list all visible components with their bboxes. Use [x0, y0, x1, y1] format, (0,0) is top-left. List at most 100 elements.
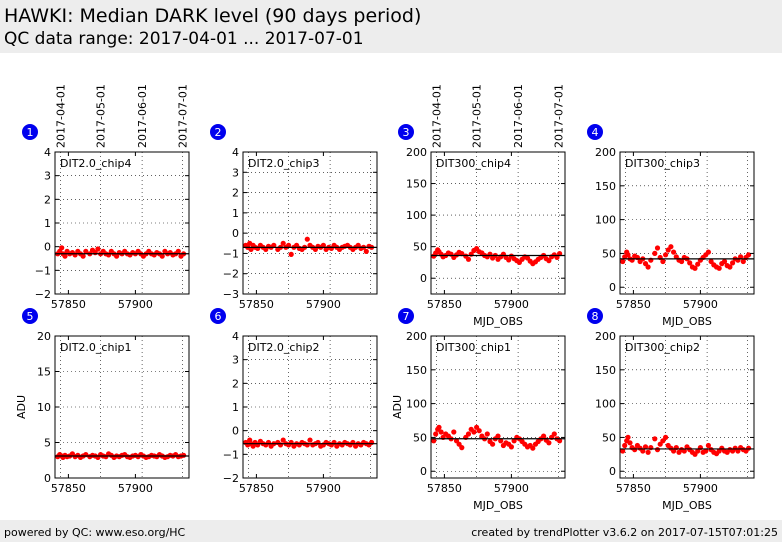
y-axis-label: ADU [15, 395, 28, 419]
data-point [280, 437, 286, 443]
data-point [632, 447, 638, 453]
y-tick-label: −2 [223, 268, 239, 281]
panel-number-badge[interactable] [210, 308, 226, 324]
data-point [465, 431, 472, 437]
panel-number: 8 [592, 310, 599, 323]
y-tick-label: 2 [44, 193, 51, 206]
y-axis-label: ADU [391, 395, 404, 419]
y-tick-label: 4 [232, 146, 239, 159]
data-point [476, 428, 482, 434]
y-tick-label: 20 [37, 330, 51, 343]
panel-number-badge[interactable] [398, 308, 414, 324]
data-point [438, 429, 444, 435]
panel-number-badge[interactable] [587, 308, 603, 324]
data-point [433, 431, 439, 437]
x-tick-label: 57900 [118, 482, 153, 495]
date-tick-label: 2017-04-01 [430, 84, 443, 148]
data-point [660, 258, 666, 265]
date-tick-label: 2017-04-01 [54, 84, 67, 148]
x-tick-label: 57850 [51, 298, 86, 311]
y-tick-label: 150 [406, 364, 427, 377]
data-point [746, 252, 752, 258]
panel-label: DIT2.0_chip2 [248, 341, 319, 354]
data-point [652, 436, 658, 442]
data-point [721, 258, 728, 265]
panel-number-badge[interactable] [398, 124, 414, 140]
panel-number: 5 [27, 310, 34, 323]
data-point [277, 442, 284, 448]
y-tick-label: 100 [406, 209, 427, 222]
data-point [304, 442, 310, 448]
y-tick-label: 0 [420, 272, 427, 285]
plot-frame [430, 151, 566, 295]
plot-frame [619, 151, 755, 295]
panel-number-badge[interactable] [587, 124, 603, 140]
panel-number-badge[interactable] [210, 124, 226, 140]
chart-panel-6: −2 −1 0 1 2 3 4 57850 57900 DIT2.0_chip2 6 [210, 308, 378, 495]
data-point [546, 440, 552, 446]
data-point [546, 258, 552, 264]
panel-number: 7 [403, 310, 410, 323]
chart-panel-4: 0 50 100 150 200 57850 57900 DIT300_chip3 MJD_OB… [587, 124, 755, 328]
y-tick-label: 10 [37, 401, 51, 414]
panel-label: DIT2.0_chip1 [60, 341, 131, 354]
panel-number-badge[interactable] [22, 308, 38, 324]
data-point [687, 260, 693, 266]
y-tick-label: 0 [609, 281, 616, 294]
data-point [530, 445, 536, 451]
panel-number-badge[interactable] [22, 124, 38, 140]
y-tick-label: 5 [44, 437, 51, 450]
chart-panel-3: 0 50 100 150 200 57850 57900 2017-04-01 2017-05-… [398, 84, 566, 328]
data-point [645, 264, 651, 270]
data-point [620, 448, 626, 454]
data-point [671, 249, 677, 255]
date-tick-label: 2017-05-01 [471, 84, 484, 148]
x-axis-label: MJD_OBS [473, 499, 523, 512]
data-point [738, 254, 744, 260]
data-point [727, 264, 733, 270]
y-tick-label: 50 [413, 431, 427, 444]
y-tick-label: 150 [595, 364, 616, 377]
date-tick-label: 2017-07-01 [176, 84, 189, 148]
y-tick-label: 200 [406, 330, 427, 343]
x-tick-label: 57900 [306, 482, 341, 495]
data-point [640, 448, 646, 454]
y-tick-label: 1 [44, 217, 51, 230]
data-point [320, 242, 326, 248]
y-tick-label: 0 [44, 472, 51, 485]
y-tick-label: −2 [223, 472, 239, 485]
date-tick-label: 2017-06-01 [136, 84, 149, 148]
panel-label: DIT2.0_chip4 [60, 157, 131, 170]
plot-frame [619, 335, 755, 479]
x-tick-label: 57850 [51, 482, 86, 495]
y-tick-label: 4 [232, 330, 239, 343]
panel-label: DIT300_chip1 [436, 341, 511, 354]
x-tick-label: 57850 [239, 298, 274, 311]
y-tick-label: −1 [35, 264, 51, 277]
plot-frame [430, 335, 566, 479]
data-point [484, 431, 490, 437]
x-tick-label: 57900 [118, 298, 153, 311]
footer-credit[interactable]: powered by QC: www.eso.org/HC [4, 526, 186, 539]
data-point [459, 251, 465, 257]
page-title: HAWKI: Median DARK level (90 days period… [4, 5, 422, 27]
data-point [622, 442, 628, 449]
y-tick-label: 3 [232, 354, 239, 367]
y-tick-label: 2 [232, 187, 239, 200]
x-tick-label: 57900 [683, 298, 718, 311]
page-footer: powered by QC: www.eso.org/HC created by… [0, 520, 782, 542]
x-tick-label: 57850 [427, 298, 462, 311]
data-point [495, 433, 501, 439]
panel-number: 4 [592, 126, 599, 139]
y-tick-label: 50 [602, 247, 616, 260]
data-point [746, 445, 752, 451]
chart-panel-1: −2 −1 0 1 2 3 4 57850 57900 2017-04-01 2017-05-01 2… [22, 84, 190, 311]
y-tick-label: −1 [223, 448, 239, 461]
data-point [159, 253, 165, 259]
data-point [59, 245, 65, 251]
data-point [705, 249, 712, 255]
data-point [369, 439, 375, 446]
data-point [716, 265, 722, 271]
data-point [627, 440, 633, 446]
